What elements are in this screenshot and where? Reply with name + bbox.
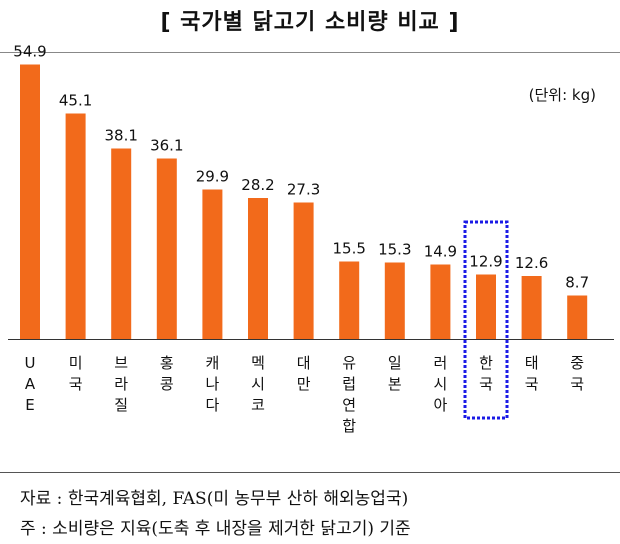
category-label-2-char-2: 국	[69, 375, 83, 393]
category-label-3-char-1: 브	[114, 354, 128, 372]
unit-label: (단위: kg)	[528, 86, 596, 104]
bar-7	[293, 202, 314, 339]
bar-10	[430, 264, 451, 339]
category-label-5-char-1: 캐	[205, 354, 219, 372]
value-label-10: 14.9	[424, 243, 457, 261]
bar-13	[567, 295, 588, 339]
category-label-2-char-1: 미	[69, 354, 83, 372]
category-label-1-char-1: U	[25, 354, 36, 372]
category-label-6-char-1: 멕	[251, 354, 265, 372]
title-divider	[0, 52, 620, 53]
value-label-11: 12.9	[469, 253, 502, 271]
category-label-13-char-2: 국	[570, 375, 584, 393]
category-label-7-char-1: 대	[297, 354, 311, 372]
bar-chart: 54.9UAE45.1미국38.1브라질36.1홍콩29.9캐나다28.2멕시코…	[8, 43, 614, 435]
category-label-9-char-2: 본	[388, 375, 402, 393]
category-label-3-char-3: 질	[114, 396, 128, 414]
category-label-10-char-3: 아	[433, 396, 447, 414]
highlight-box-korea	[463, 220, 509, 420]
bar-5	[202, 189, 223, 339]
value-label-8: 15.5	[332, 240, 365, 258]
value-label-1: 54.9	[13, 43, 46, 61]
category-label-8-char-4: 합	[342, 417, 356, 435]
category-label-3-char-2: 라	[114, 375, 128, 393]
value-label-4: 36.1	[150, 137, 183, 155]
category-label-4-char-1: 홍	[160, 354, 174, 372]
footnote: 주 : 소비량은 지육(도축 후 내장을 제거한 닭고기) 기준	[20, 519, 411, 539]
category-label-8-char-3: 연	[342, 396, 356, 414]
value-label-3: 38.1	[104, 127, 137, 145]
category-label-11-char-2: 국	[479, 375, 493, 393]
category-label-6-char-2: 시	[251, 375, 265, 393]
bar-3	[111, 148, 132, 339]
category-label-1-char-2: A	[25, 375, 36, 393]
source-note: 자료 : 한국계육협회, FAS(미 농무부 산하 해외농업국)	[20, 489, 409, 509]
category-label-12-char-1: 태	[525, 354, 539, 372]
category-label-4-char-2: 콩	[160, 375, 174, 393]
bar-12	[521, 276, 542, 339]
bar-2	[65, 113, 86, 339]
category-label-5-char-3: 다	[205, 396, 219, 414]
category-label-8-char-2: 럽	[342, 375, 356, 393]
category-label-10-char-1: 러	[433, 354, 447, 372]
bar-8	[339, 261, 360, 339]
notes-divider	[0, 472, 620, 473]
chart-title: [ 국가별 닭고기 소비량 비교 ]	[160, 10, 460, 35]
value-label-5: 29.9	[196, 168, 229, 186]
category-label-5-char-2: 나	[205, 375, 219, 393]
bar-6	[248, 198, 268, 339]
value-label-2: 45.1	[59, 92, 92, 110]
category-label-13-char-1: 중	[570, 354, 584, 372]
category-label-6-char-3: 코	[251, 396, 265, 414]
bar-4	[156, 158, 177, 339]
bar-1	[20, 64, 40, 339]
category-label-10-char-2: 시	[433, 375, 447, 393]
category-label-1-char-3: E	[25, 396, 34, 414]
value-label-9: 15.3	[378, 241, 411, 259]
category-label-7-char-2: 만	[297, 375, 311, 393]
value-label-13: 8.7	[565, 274, 589, 292]
value-label-12: 12.6	[515, 254, 548, 272]
value-label-7: 27.3	[287, 181, 320, 199]
category-label-12-char-2: 국	[525, 375, 539, 393]
category-label-8-char-1: 유	[342, 354, 356, 372]
bar-9	[384, 262, 405, 339]
value-label-6: 28.2	[241, 176, 274, 194]
bar-11	[476, 274, 496, 339]
category-label-11-char-1: 한	[479, 354, 493, 372]
category-label-9-char-1: 일	[388, 354, 402, 372]
